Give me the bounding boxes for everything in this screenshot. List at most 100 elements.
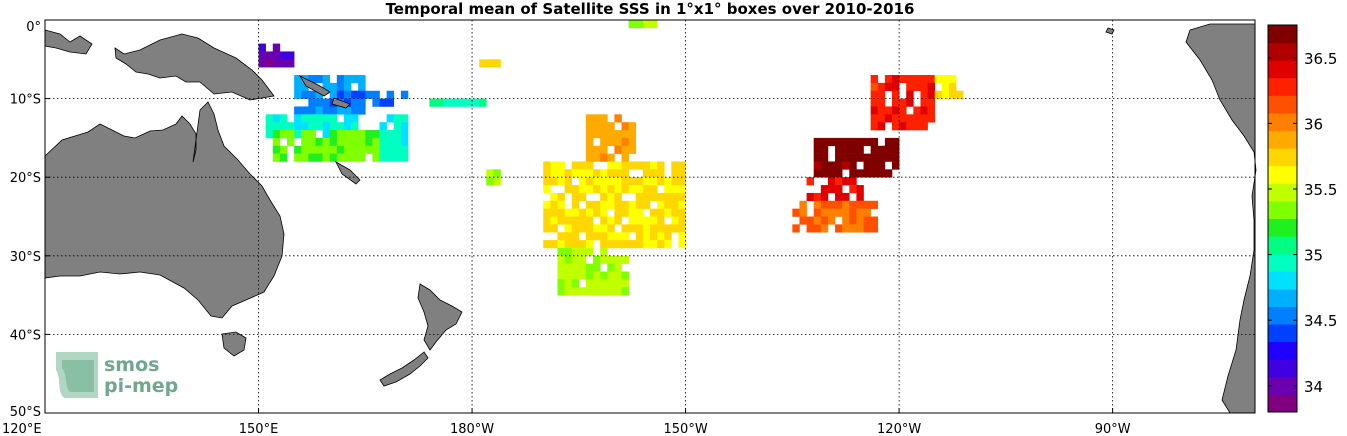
x-axis: 120°E 150°E 180°W 150°W 120°W 90°W [2,408,1131,436]
sss-cell-coral-sea-north-blue [322,75,331,84]
sss-cell-fiji-cyan [393,153,402,162]
sss-cell-french-polynesia-yellow [564,185,573,194]
sss-cell-vanuatu-cyan [351,114,359,123]
sss-cell-french-polynesia-yellow [585,224,594,233]
sss-cell-french-polynesia-yellow [657,216,665,225]
sss-cell-french-polynesia-yellow [614,177,622,186]
sss-cell-austral-green [614,279,622,288]
sss-cell-french-polynesia-yellow [650,208,658,217]
sss-cell-vanuatu-cyan [351,122,359,131]
sss-cell-fiji-cyan [393,122,402,131]
sss-cell-subtropical-max-dark [863,153,871,162]
sss-cell-new-caledonia-green [365,137,373,147]
sss-cell-coral-sea-blue-band [386,90,395,99]
colorbar-segment [1268,394,1297,413]
sss-cell-vanuatu-cyan [315,122,323,131]
sss-cell-french-polynesia-yellow [557,240,565,249]
sss-cell-new-caledonia-green [351,153,359,162]
sss-cell-subtropical-orange [863,208,871,217]
sss-cell-austral-green [578,247,587,257]
sss-cell-french-polynesia-yellow [642,177,651,186]
sss-cell-vanuatu-cyan [343,114,352,123]
sss-cell-austral-green [607,271,615,280]
sss-cell-new-caledonia-green [336,145,345,154]
sss-cell-new-caledonia-green [329,137,338,147]
sss-cell-subtropical-max-dark [884,169,893,178]
sss-cell-french-polynesia-yellow [578,208,587,217]
sss-cell-austral-green [557,271,565,280]
sss-cell-french-polynesia-yellow [614,200,622,209]
sss-cell-tahiti-orange [600,114,608,123]
sss-cell-new-caledonia-green [358,130,366,139]
sss-cell-subtropical-max-red [827,177,836,186]
sss-cell-northeast-arm-yellow [956,90,964,99]
sss-cell-coral-sea-north-blue [329,90,338,99]
sss-cell-northeast-arm-red [892,98,900,107]
sss-cell-subtropical-max-dark [884,137,893,147]
sss-cell-subtropical-max-dark [849,169,857,178]
sss-cell-coral-sea-blue-band [372,98,380,107]
sss-cell-french-polynesia-yellow [571,232,580,241]
sss-cell-austral-green [585,279,594,288]
sss-cell-vanuatu-cyan [294,130,302,139]
sss-cell-french-polynesia-yellow [550,200,558,209]
map-panel: smos pi-mep [44,19,1257,414]
sss-cell-vanuatu-cyan [308,122,316,131]
sss-cell-subtropical-orange [799,200,807,209]
sss-cell-new-caledonia-green [272,137,281,147]
land-new-guinea [114,33,275,101]
sss-cell-solomon-sea-west [272,59,281,68]
sss-cell-french-polynesia-yellow [550,216,558,225]
sss-cell-coral-sea-north-blue [336,75,345,84]
sss-cell-subtropical-max-dark [856,153,864,162]
sss-cell-french-polynesia-yellow [600,169,608,178]
sss-cell-coral-sea-north-blue [329,106,338,115]
sss-cell-new-caledonia-green [343,145,352,154]
sss-cell-northeast-arm-yellow [941,75,950,84]
sss-cell-northeast-arm-red [927,106,936,115]
sss-cell-coral-sea-north-blue [315,75,323,84]
sss-cell-french-polynesia-yellow [600,192,608,202]
sss-cell-french-polynesia-yellow [642,161,651,170]
sss-cell-northeast-arm-red [913,75,921,84]
sss-cell-samoa-yellow [479,59,487,68]
sss-cell-french-polynesia-yellow [585,161,594,170]
sss-cell-coral-sea-blue-band [336,90,345,99]
sss-cell-subtropical-max-dark [813,161,822,170]
sss-cell-austral-green [607,263,615,272]
sss-cell-french-polynesia-yellow [607,232,615,241]
sss-cell-french-polynesia-yellow [571,224,580,233]
sss-cell-vanuatu-cyan [308,114,316,123]
sss-cell-austral-green [621,279,629,288]
sss-cell-subtropical-orange [806,224,815,233]
x-tick-label: 120°W [877,422,921,436]
sss-cell-northeast-arm-red [870,114,879,123]
sss-cell-northeast-arm-red [913,114,921,123]
sss-cell-french-polynesia-yellow [593,232,601,241]
sss-cell-french-polynesia-yellow [650,232,658,241]
sss-cell-new-caledonia-green [308,153,316,162]
land-galapagos [1105,27,1115,35]
sss-cell-subtropical-orange [849,200,857,209]
y-tick-label: 30°S [10,250,41,265]
sss-cell-subtropical-max-dark [827,169,836,178]
sss-cell-french-polynesia-yellow [650,177,658,186]
sss-cell-northeast-arm-red [899,122,907,131]
sss-cell-northeast-arm-yellow [941,90,950,99]
sss-cell-french-polynesia-yellow [543,169,551,178]
sss-cell-solomon-sea-west [265,51,274,60]
sss-cell-french-polynesia-yellow [578,224,587,233]
sss-cell-coral-sea-blue-band [351,90,359,99]
sss-cell-french-polynesia-yellow [571,216,580,225]
sss-cell-fiji-cyan [379,137,387,147]
sss-cell-austral-green [564,255,573,264]
sss-cell-french-polynesia-yellow [628,200,637,209]
sss-cell-fiji-cyan [393,130,402,139]
sss-cell-subtropical-max-red [835,192,843,202]
sss-cell-french-polynesia-yellow [642,169,651,178]
sss-cell-tahiti-orange [621,122,629,131]
sss-cell-french-polynesia-yellow [550,169,558,178]
sss-cell-coral-sea-north-blue [351,106,359,115]
sss-cell-french-polynesia-yellow [571,208,580,217]
x-tick-label: 120°E [2,422,42,436]
